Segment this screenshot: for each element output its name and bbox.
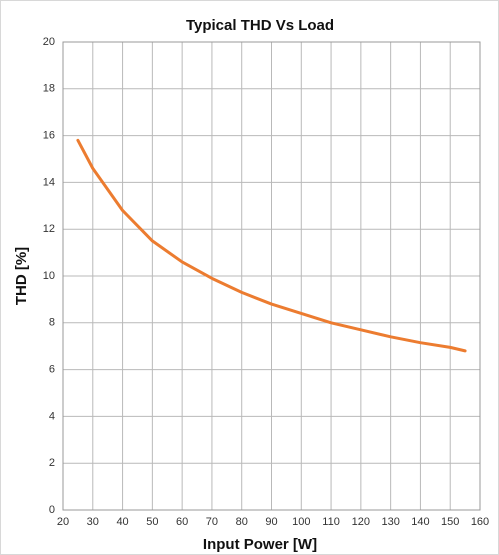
y-tick-label: 18: [43, 83, 55, 95]
x-tick-label: 130: [381, 516, 399, 528]
x-tick-label: 110: [322, 516, 340, 528]
y-tick-label: 12: [43, 223, 55, 235]
x-tick-label: 70: [206, 516, 218, 528]
chart-title: Typical THD Vs Load: [186, 17, 334, 34]
y-tick-label: 20: [43, 36, 55, 48]
x-tick-label: 20: [57, 516, 69, 528]
y-tick-label: 6: [49, 364, 55, 376]
x-tick-label: 160: [471, 516, 489, 528]
y-tick-label: 16: [43, 130, 55, 142]
x-tick-label: 40: [116, 516, 128, 528]
x-tick-label: 150: [441, 516, 459, 528]
y-tick-label: 0: [49, 504, 55, 516]
x-tick-label: 80: [236, 516, 248, 528]
y-tick-label: 4: [49, 410, 55, 422]
x-tick-label: 60: [176, 516, 188, 528]
y-tick-label: 10: [43, 270, 55, 282]
plot-frame: [62, 41, 481, 511]
x-tick-label: 120: [352, 516, 370, 528]
data-line: [76, 138, 467, 353]
y-tick-label: 14: [43, 176, 55, 188]
x-tick-label: 100: [292, 516, 310, 528]
y-tick-label: 2: [49, 457, 55, 469]
x-axis-label: Input Power [W]: [203, 536, 317, 553]
x-tick-label: 90: [265, 516, 277, 528]
x-tick-label: 140: [411, 516, 429, 528]
x-tick-label: 30: [87, 516, 99, 528]
y-axis-label: THD [%]: [13, 247, 30, 305]
x-tick-label: 50: [146, 516, 158, 528]
y-tick-label: 8: [49, 317, 55, 329]
